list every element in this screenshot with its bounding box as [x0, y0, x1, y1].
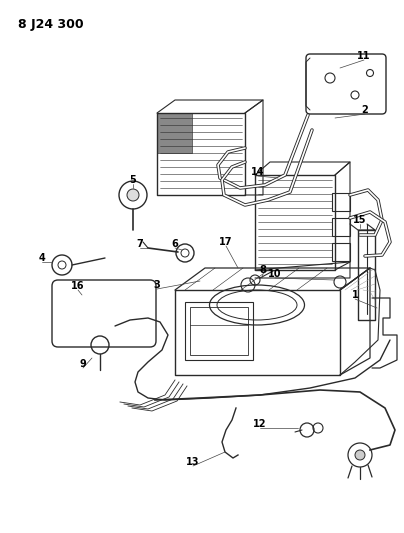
- Text: 4: 4: [39, 253, 45, 263]
- Text: 17: 17: [219, 237, 233, 247]
- Text: 9: 9: [80, 359, 86, 369]
- Text: 6: 6: [172, 239, 179, 249]
- FancyBboxPatch shape: [306, 54, 386, 114]
- Text: 5: 5: [130, 175, 137, 185]
- Text: 1: 1: [351, 290, 358, 300]
- FancyBboxPatch shape: [52, 280, 156, 347]
- Bar: [332, 193, 350, 211]
- Text: 12: 12: [253, 419, 267, 429]
- Text: 3: 3: [154, 280, 160, 290]
- Text: 8 J24 300: 8 J24 300: [18, 18, 84, 31]
- Text: 13: 13: [186, 457, 200, 467]
- Bar: [332, 243, 350, 261]
- Circle shape: [355, 450, 365, 460]
- Ellipse shape: [217, 290, 297, 320]
- Bar: [157, 113, 192, 153]
- Text: 11: 11: [357, 51, 371, 61]
- Text: 10: 10: [268, 269, 282, 279]
- Text: 8: 8: [259, 265, 266, 275]
- Text: 16: 16: [71, 281, 85, 291]
- Circle shape: [127, 189, 139, 201]
- Bar: [185, 302, 253, 360]
- Text: 2: 2: [362, 105, 368, 115]
- Bar: [190, 307, 248, 355]
- Bar: [332, 218, 350, 236]
- Ellipse shape: [210, 285, 305, 325]
- Bar: [157, 113, 192, 153]
- Text: 15: 15: [353, 215, 367, 225]
- Text: 7: 7: [137, 239, 143, 249]
- Text: 14: 14: [251, 167, 265, 177]
